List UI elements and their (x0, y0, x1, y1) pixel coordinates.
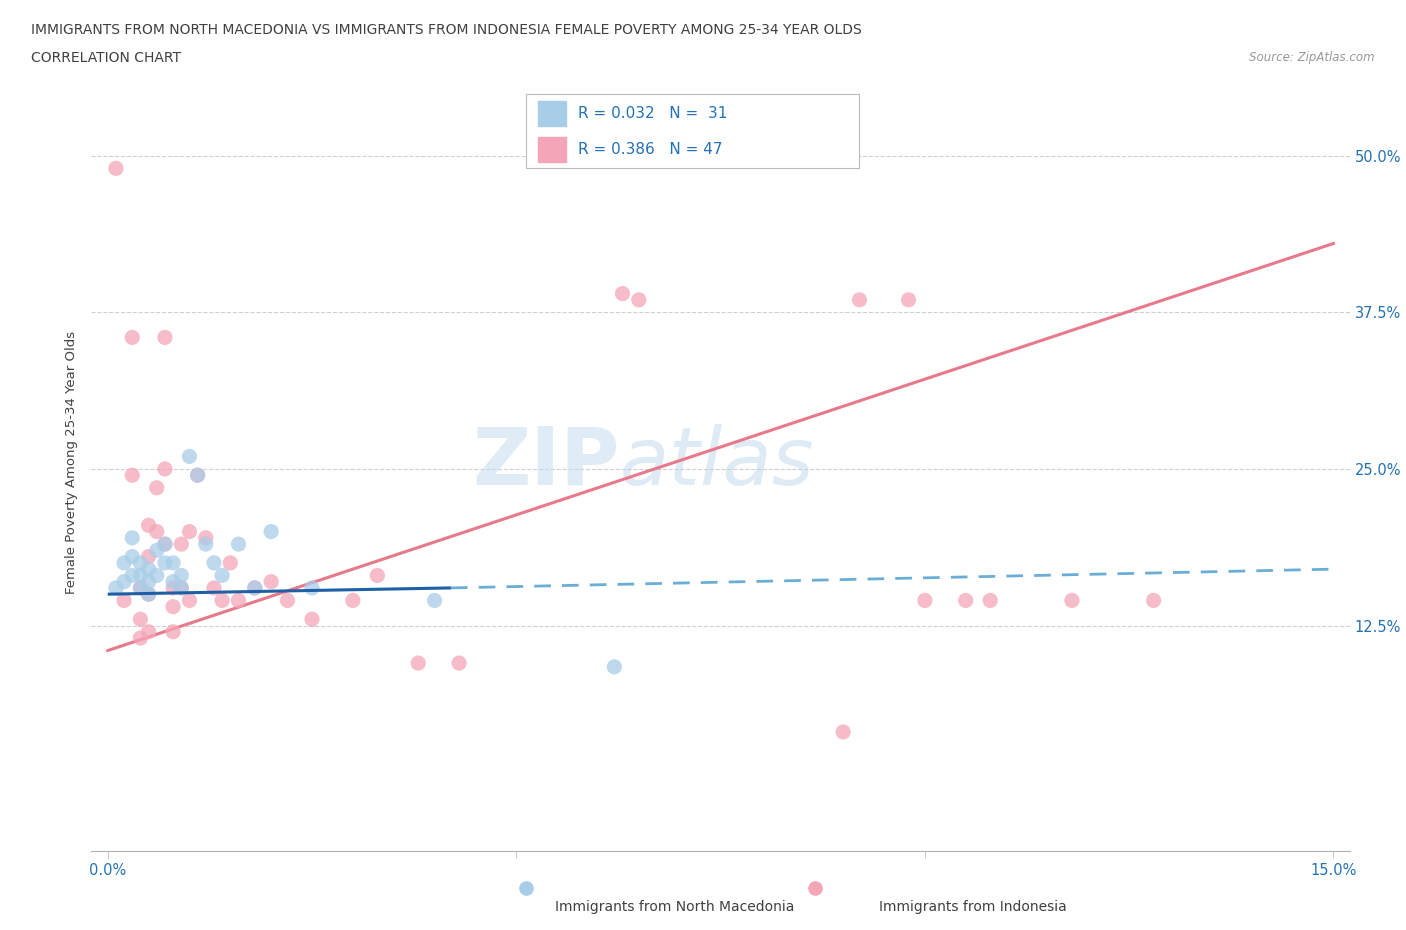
Point (260, 525, 283, 539)
Point (276, 593, 298, 608)
Point (121, 330, 143, 345)
Point (848, 292, 870, 307)
Point (228, 537, 250, 551)
FancyBboxPatch shape (526, 94, 859, 167)
Point (104, 161, 127, 176)
Point (153, 555, 176, 570)
Point (145, 568, 167, 583)
Point (406, 656, 429, 671)
Point (129, 580, 152, 595)
Text: IMMIGRANTS FROM NORTH MACEDONIA VS IMMIGRANTS FROM INDONESIA FEMALE POVERTY AMON: IMMIGRANTS FROM NORTH MACEDONIA VS IMMIG… (31, 23, 862, 37)
Bar (538, 138, 565, 162)
Point (162, 574, 184, 589)
Point (179, 525, 201, 539)
Point (228, 593, 250, 608)
Point (129, 580, 152, 595)
Point (145, 543, 167, 558)
Bar (538, 100, 565, 126)
Point (112, 593, 135, 608)
Point (129, 555, 152, 570)
Point (170, 568, 193, 583)
Point (121, 550, 143, 565)
Point (153, 461, 176, 476)
Text: R = 0.032   N =  31: R = 0.032 N = 31 (578, 106, 728, 121)
Point (162, 599, 184, 614)
Point (187, 468, 209, 483)
Text: Source: ZipAtlas.com: Source: ZipAtlas.com (1250, 51, 1375, 64)
Point (138, 518, 160, 533)
Text: Immigrants from Indonesia: Immigrants from Indonesia (879, 899, 1067, 914)
Point (162, 555, 184, 570)
Point (170, 537, 193, 551)
Point (121, 568, 143, 583)
Point (129, 631, 152, 645)
Point (153, 537, 176, 551)
Text: Immigrants from North Macedonia: Immigrants from North Macedonia (555, 899, 794, 914)
Point (145, 525, 167, 539)
Text: ZIP: ZIP (472, 424, 620, 501)
Point (211, 593, 233, 608)
Point (112, 574, 135, 589)
Point (138, 587, 160, 602)
Point (179, 449, 201, 464)
Y-axis label: Female Poverty Among 25-34 Year Olds: Female Poverty Among 25-34 Year Olds (65, 331, 79, 594)
Point (914, 593, 936, 608)
Point (897, 292, 920, 307)
Point (121, 530, 143, 545)
Point (194, 537, 217, 551)
Point (955, 593, 977, 608)
Point (832, 724, 855, 739)
Text: CORRELATION CHART: CORRELATION CHART (31, 51, 181, 65)
Point (301, 580, 323, 595)
Point (342, 593, 364, 608)
Point (179, 593, 201, 608)
Point (138, 624, 160, 639)
Point (219, 555, 242, 570)
Point (138, 587, 160, 602)
Point (138, 550, 160, 565)
Point (979, 593, 1001, 608)
Point (1143, 593, 1166, 608)
Point (187, 468, 209, 483)
Point (194, 530, 217, 545)
Point (138, 574, 160, 589)
Point (153, 330, 176, 345)
Point (202, 580, 225, 595)
Point (153, 537, 176, 551)
Point (627, 292, 650, 307)
Point (603, 659, 626, 674)
Text: atlas: atlas (620, 424, 814, 501)
Point (104, 580, 127, 595)
Point (301, 612, 323, 627)
Point (243, 580, 266, 595)
Point (112, 555, 135, 570)
Point (423, 593, 446, 608)
Point (366, 568, 388, 583)
Point (1060, 593, 1083, 608)
Point (612, 286, 634, 301)
Point (145, 480, 167, 495)
Point (138, 562, 160, 577)
Point (162, 580, 184, 595)
Point (129, 568, 152, 583)
Point (243, 580, 266, 595)
Point (449, 656, 471, 671)
Point (170, 580, 193, 595)
Point (260, 574, 283, 589)
Point (162, 624, 184, 639)
Point (202, 555, 225, 570)
Text: R = 0.386   N = 47: R = 0.386 N = 47 (578, 142, 723, 157)
Point (121, 468, 143, 483)
Point (129, 612, 152, 627)
Point (211, 568, 233, 583)
Point (170, 580, 193, 595)
